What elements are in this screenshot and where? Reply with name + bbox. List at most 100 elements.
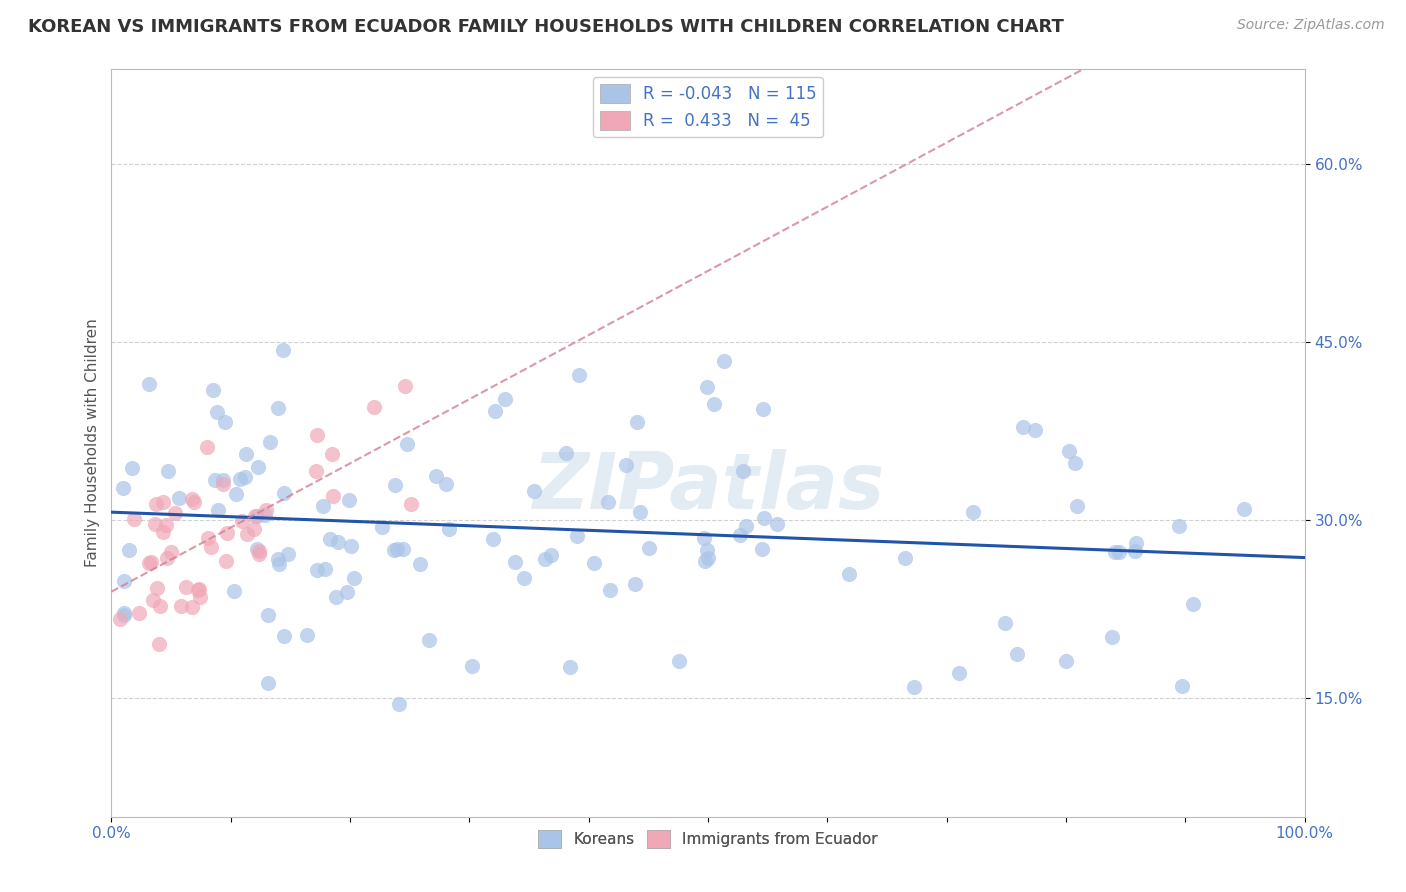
Point — [1007, 647, 1029, 661]
Point — [696, 380, 718, 394]
Point — [305, 465, 328, 479]
Point — [307, 564, 329, 578]
Text: ZIPatlas: ZIPatlas — [531, 450, 884, 525]
Point — [214, 416, 236, 430]
Point — [141, 555, 163, 569]
Point — [1054, 654, 1077, 668]
Point — [336, 585, 359, 599]
Point — [567, 368, 589, 382]
Point — [693, 531, 716, 545]
Point — [394, 378, 416, 392]
Point — [212, 477, 235, 491]
Point — [267, 401, 290, 415]
Point — [1066, 500, 1088, 514]
Point — [1171, 679, 1194, 693]
Point — [201, 383, 224, 397]
Point — [321, 447, 343, 461]
Point — [254, 503, 277, 517]
Point — [277, 547, 299, 561]
Point — [418, 632, 440, 647]
Point — [425, 469, 447, 483]
Point — [1233, 502, 1256, 516]
Point — [128, 606, 150, 620]
Point — [112, 481, 135, 495]
Point — [235, 527, 257, 541]
Point — [156, 464, 179, 478]
Point — [388, 697, 411, 711]
Point — [122, 512, 145, 526]
Point — [295, 628, 318, 642]
Point — [305, 427, 328, 442]
Point — [253, 508, 276, 523]
Point — [156, 550, 179, 565]
Point — [249, 544, 271, 558]
Point — [273, 485, 295, 500]
Point — [148, 637, 170, 651]
Point — [962, 505, 984, 519]
Point — [437, 522, 460, 536]
Point — [638, 541, 661, 555]
Point — [195, 440, 218, 454]
Point — [434, 477, 457, 491]
Point — [626, 415, 648, 429]
Point — [567, 529, 589, 543]
Point — [273, 629, 295, 643]
Point — [494, 392, 516, 406]
Point — [231, 515, 253, 529]
Point — [596, 495, 619, 509]
Point — [187, 582, 209, 597]
Point — [121, 461, 143, 475]
Point — [533, 552, 555, 566]
Point — [558, 659, 581, 673]
Point — [138, 377, 160, 392]
Point — [149, 599, 172, 613]
Point — [751, 401, 773, 416]
Point — [696, 542, 718, 557]
Point — [713, 354, 735, 368]
Point — [731, 464, 754, 478]
Point — [392, 541, 415, 556]
Point — [384, 478, 406, 492]
Point — [1168, 518, 1191, 533]
Point — [312, 499, 335, 513]
Point — [145, 497, 167, 511]
Point — [503, 555, 526, 569]
Point — [197, 531, 219, 545]
Point — [766, 517, 789, 532]
Point — [1064, 456, 1087, 470]
Point — [245, 508, 267, 523]
Point — [257, 676, 280, 690]
Point — [735, 519, 758, 533]
Point — [188, 582, 211, 596]
Point — [328, 534, 350, 549]
Point — [751, 542, 773, 557]
Point — [894, 551, 917, 566]
Point — [152, 524, 174, 539]
Point — [314, 562, 336, 576]
Point — [382, 542, 405, 557]
Point — [267, 552, 290, 566]
Point — [180, 599, 202, 614]
Point — [1059, 444, 1081, 458]
Point — [599, 583, 621, 598]
Point — [259, 435, 281, 450]
Point — [371, 519, 394, 533]
Point — [343, 571, 366, 585]
Point — [110, 612, 132, 626]
Point — [205, 405, 228, 419]
Point — [624, 577, 647, 591]
Point — [228, 472, 250, 486]
Point — [246, 459, 269, 474]
Point — [145, 517, 167, 532]
Point — [180, 492, 202, 507]
Point — [728, 528, 751, 542]
Text: KOREAN VS IMMIGRANTS FROM ECUADOR FAMILY HOUSEHOLDS WITH CHILDREN CORRELATION CH: KOREAN VS IMMIGRANTS FROM ECUADOR FAMILY… — [28, 18, 1064, 36]
Point — [484, 404, 506, 418]
Point — [165, 506, 187, 520]
Point — [233, 469, 256, 483]
Point — [1108, 545, 1130, 559]
Point — [703, 396, 725, 410]
Point — [396, 437, 419, 451]
Point — [222, 584, 245, 599]
Point — [207, 503, 229, 517]
